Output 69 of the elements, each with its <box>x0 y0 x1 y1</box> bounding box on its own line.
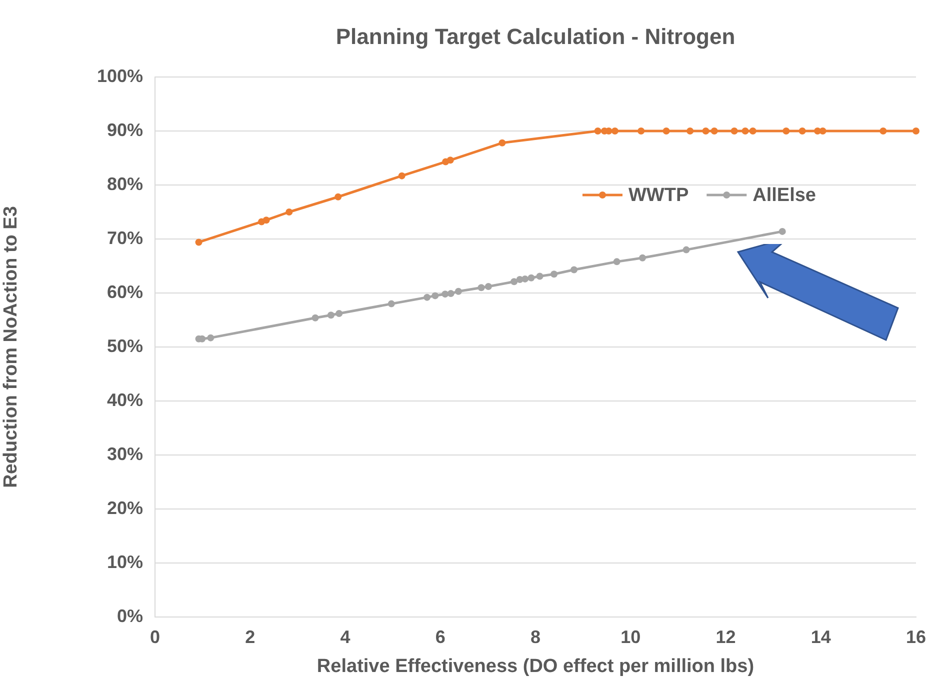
x-axis-title: Relative Effectiveness (DO effect per million lbs) <box>316 656 754 677</box>
point <box>742 128 749 134</box>
point <box>782 128 790 134</box>
point <box>536 272 544 280</box>
y-tick-label: 40% <box>106 390 143 410</box>
point <box>912 128 920 134</box>
x-tick-label: 16 <box>906 626 926 647</box>
point <box>454 288 462 295</box>
point <box>498 139 506 146</box>
point <box>432 292 439 300</box>
point <box>484 283 492 290</box>
point <box>594 128 602 134</box>
y-tick-label: 60% <box>106 282 143 302</box>
point <box>686 128 694 134</box>
x-tick-label: 10 <box>620 626 641 647</box>
x-tick-label: 2 <box>245 626 256 647</box>
point <box>613 258 620 266</box>
point <box>195 238 202 246</box>
point <box>570 266 578 274</box>
point <box>336 310 343 318</box>
point <box>639 254 646 262</box>
x-tick-label: 12 <box>716 626 736 647</box>
point <box>611 128 618 134</box>
point <box>682 246 690 254</box>
y-tick-label: 0% <box>116 606 143 626</box>
y-tick-label: 70% <box>106 228 143 248</box>
point <box>334 193 342 200</box>
x-tick-label: 4 <box>340 626 350 647</box>
y-tick-label: 30% <box>106 444 143 464</box>
point <box>442 290 449 298</box>
point <box>702 128 710 134</box>
x-tick-label: 14 <box>810 626 831 647</box>
chart-title: Planning Target Calculation - Nitrogen <box>336 24 736 50</box>
point <box>398 172 406 180</box>
point <box>749 128 756 134</box>
y-tick-label: 50% <box>106 336 143 356</box>
point <box>662 128 670 134</box>
y-tick-label: 10% <box>106 552 143 572</box>
point <box>207 334 214 342</box>
point <box>798 128 806 134</box>
y-tick-label: 100% <box>96 66 143 86</box>
y-tick-label: 90% <box>106 120 143 140</box>
point <box>778 228 786 235</box>
point <box>478 284 485 292</box>
x-tick-label: 0 <box>150 626 160 647</box>
point <box>638 128 645 134</box>
point <box>388 300 395 308</box>
legend-label: WWTP <box>628 185 689 206</box>
point <box>819 128 826 134</box>
point <box>710 128 718 134</box>
point <box>424 294 431 301</box>
x-tick-label: 8 <box>530 626 540 647</box>
point <box>447 290 454 298</box>
point <box>327 312 334 319</box>
point <box>528 274 535 282</box>
point <box>262 216 270 224</box>
point <box>522 275 529 282</box>
point <box>286 208 293 216</box>
x-tick-label: 6 <box>435 626 446 647</box>
legend-label: AllElse <box>752 185 816 206</box>
y-tick-label: 20% <box>106 498 143 518</box>
point <box>550 270 558 278</box>
point <box>730 128 738 134</box>
y-axis-title: Reduction from NoAction to E3 <box>0 206 22 488</box>
point <box>880 128 887 134</box>
point <box>312 314 319 322</box>
y-tick-label: 80% <box>106 174 143 194</box>
point <box>446 156 454 164</box>
point <box>510 278 518 286</box>
